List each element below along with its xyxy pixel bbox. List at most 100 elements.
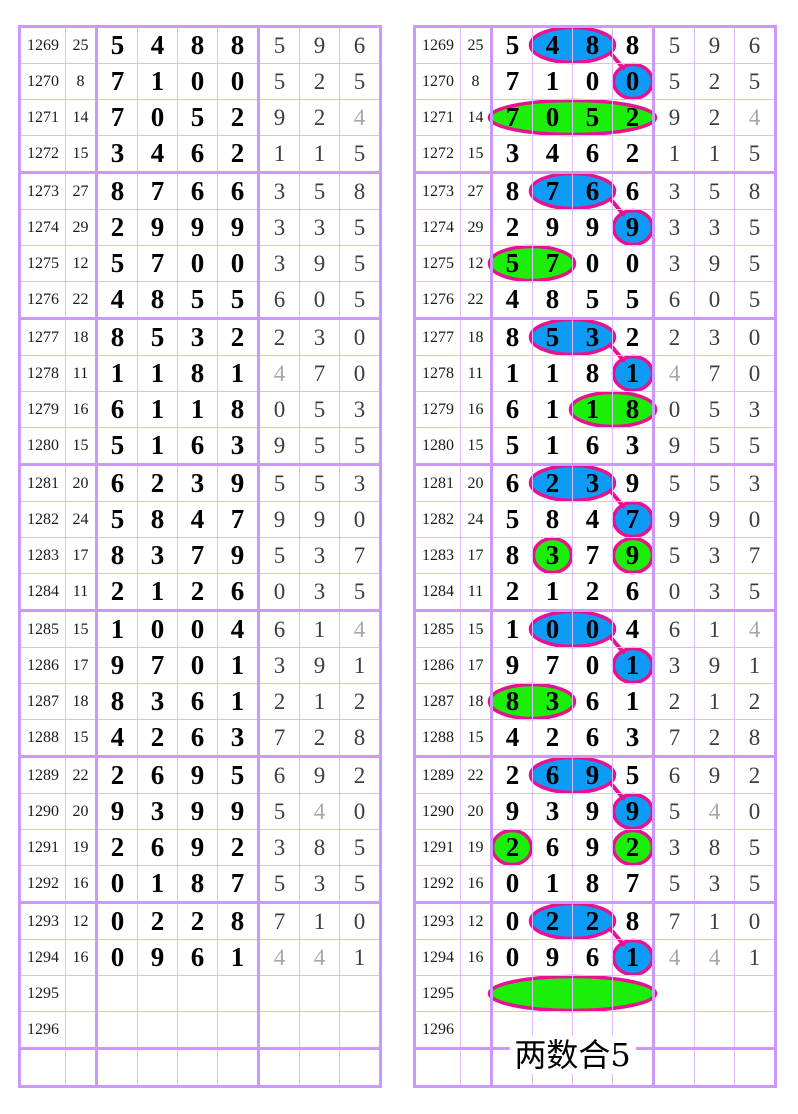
digit-cell: 0 bbox=[532, 609, 573, 648]
digit-cell: 1 bbox=[96, 609, 138, 648]
test-digit-cell: 5 bbox=[339, 209, 381, 246]
digit-cell: 8 bbox=[612, 391, 655, 428]
digit-cell: 1 bbox=[217, 939, 260, 976]
digit-cell: 6 bbox=[217, 171, 260, 210]
digit-cell: 1 bbox=[137, 573, 178, 611]
digit-cell: 3 bbox=[137, 793, 178, 830]
digit-cell: 1 bbox=[217, 683, 260, 720]
digit-cell: 1 bbox=[532, 865, 573, 903]
test-digit-cell: 5 bbox=[734, 63, 776, 100]
test-digit-cell: 2 bbox=[339, 683, 381, 720]
sum-cell: 15 bbox=[65, 609, 98, 648]
digit-cell: 9 bbox=[177, 755, 218, 794]
digit-cell: 3 bbox=[612, 427, 655, 465]
table-row: 1295 bbox=[414, 975, 776, 1012]
digit-cell: 3 bbox=[612, 719, 655, 757]
digit-cell: 2 bbox=[572, 901, 613, 940]
digit-cell: 5 bbox=[96, 427, 138, 465]
digit-cell: 3 bbox=[217, 427, 260, 465]
digit-cell: 2 bbox=[96, 573, 138, 611]
test-digit-cell: 0 bbox=[339, 793, 381, 830]
sum-cell: 20 bbox=[460, 793, 493, 830]
period-cell bbox=[19, 1047, 66, 1087]
digit-cell: 4 bbox=[96, 719, 138, 757]
test-digit-cell: 8 bbox=[339, 171, 381, 210]
period-cell: 1286 bbox=[414, 647, 461, 684]
digit-cell: 2 bbox=[96, 755, 138, 794]
test-digit-cell: 5 bbox=[339, 63, 381, 100]
table-row: 1276 22 4 8 5 5 6 0 5 bbox=[19, 281, 381, 319]
test-digit-cell: 2 bbox=[694, 99, 735, 136]
digit-cell: 6 bbox=[177, 427, 218, 465]
digit-cell: 8 bbox=[96, 317, 138, 356]
test-digit-cell: 3 bbox=[653, 245, 695, 282]
period-cell: 1274 bbox=[19, 209, 66, 246]
sum-cell: 17 bbox=[460, 537, 493, 574]
sum-cell: 12 bbox=[460, 901, 493, 940]
sum-cell: 12 bbox=[65, 901, 98, 940]
table-row: 1271 14 7 0 5 2 9 2 4 bbox=[414, 99, 776, 136]
digit-cell: 0 bbox=[137, 99, 178, 136]
period-cell: 1278 bbox=[19, 355, 66, 392]
digit-cell: 8 bbox=[96, 683, 138, 720]
table-row: 1285 15 1 0 0 4 6 1 4 bbox=[414, 609, 776, 648]
digit-cell: 3 bbox=[137, 537, 178, 574]
digit-cell: 1 bbox=[491, 355, 533, 392]
test-digit-cell: 3 bbox=[339, 391, 381, 428]
test-digit-cell: 5 bbox=[734, 245, 776, 282]
table-row: 1290 20 9 3 9 9 5 4 0 bbox=[19, 793, 381, 830]
sum-cell: 17 bbox=[65, 537, 98, 574]
digit-cell: 2 bbox=[96, 829, 138, 866]
digit-cell: 2 bbox=[612, 317, 655, 356]
digit-cell: 0 bbox=[491, 939, 533, 976]
digit-cell: 0 bbox=[612, 63, 655, 100]
sum-cell: 27 bbox=[460, 171, 493, 210]
test-digit-cell: 0 bbox=[694, 281, 735, 319]
digit-cell: 2 bbox=[532, 463, 573, 502]
test-digit-cell: 9 bbox=[653, 427, 695, 465]
test-digit-cell bbox=[299, 975, 340, 1012]
digit-cell: 8 bbox=[217, 391, 260, 428]
period-cell: 1271 bbox=[414, 99, 461, 136]
test-digit-cell: 2 bbox=[258, 683, 300, 720]
digit-cell: 7 bbox=[96, 63, 138, 100]
digit-cell: 9 bbox=[572, 793, 613, 830]
table-row: 1288 15 4 2 6 3 7 2 8 bbox=[414, 719, 776, 757]
test-digit-cell: 9 bbox=[694, 501, 735, 538]
test-digit-cell: 7 bbox=[694, 355, 735, 392]
digit-cell: 3 bbox=[532, 793, 573, 830]
test-digit-cell: 4 bbox=[734, 99, 776, 136]
digit-cell: 5 bbox=[96, 501, 138, 538]
table-row: 1269 25 5 4 8 8 5 9 6 bbox=[414, 26, 776, 64]
test-digit-cell: 6 bbox=[258, 609, 300, 648]
period-cell: 1292 bbox=[19, 865, 66, 903]
test-digit-cell: 1 bbox=[299, 135, 340, 173]
sum-cell: 25 bbox=[460, 26, 493, 64]
digit-cell bbox=[572, 975, 613, 1012]
period-cell: 1273 bbox=[414, 171, 461, 210]
test-digit-cell: 5 bbox=[694, 463, 735, 502]
digit-cell: 6 bbox=[572, 427, 613, 465]
digit-cell: 8 bbox=[532, 281, 573, 319]
digit-cell: 8 bbox=[572, 355, 613, 392]
test-digit-cell: 3 bbox=[339, 463, 381, 502]
period-cell: 1288 bbox=[19, 719, 66, 757]
table-row: 1272 15 3 4 6 2 1 1 5 bbox=[19, 135, 381, 173]
sum-cell: 29 bbox=[65, 209, 98, 246]
test-digit-cell: 9 bbox=[653, 99, 695, 136]
digit-cell: 6 bbox=[572, 719, 613, 757]
sum-cell: 16 bbox=[460, 391, 493, 428]
digit-cell bbox=[137, 1047, 178, 1087]
sum-cell: 15 bbox=[460, 609, 493, 648]
test-digit-cell: 3 bbox=[653, 647, 695, 684]
period-cell: 1279 bbox=[414, 391, 461, 428]
digit-cell: 3 bbox=[532, 537, 573, 574]
period-cell: 1294 bbox=[19, 939, 66, 976]
digit-cell: 0 bbox=[572, 63, 613, 100]
digit-cell: 6 bbox=[612, 573, 655, 611]
digit-cell: 9 bbox=[612, 209, 655, 246]
digit-cell: 7 bbox=[491, 99, 533, 136]
digit-cell: 8 bbox=[137, 281, 178, 319]
table-row: 1294 16 0 9 6 1 4 4 1 bbox=[19, 939, 381, 976]
table-row: 1287 18 8 3 6 1 2 1 2 bbox=[19, 683, 381, 720]
